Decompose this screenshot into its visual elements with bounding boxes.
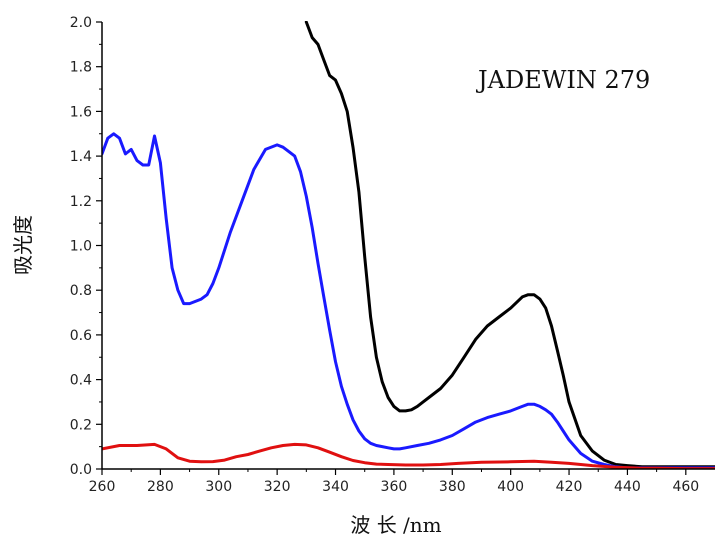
y-tick-label: 0.4 xyxy=(70,373,92,389)
series-line-2 xyxy=(102,132,715,469)
y-tick-label: 2.0 xyxy=(70,15,92,31)
series-line-1 xyxy=(304,21,715,469)
x-tick-label: 340 xyxy=(322,479,349,495)
y-tick-label: 1.8 xyxy=(70,60,92,76)
x-tick-label: 440 xyxy=(614,479,641,495)
y-tick-label: 1.0 xyxy=(70,239,92,255)
y-tick-label: 1.6 xyxy=(70,104,92,120)
y-axis-label: 吸光度 xyxy=(11,215,35,275)
x-tick-label: 320 xyxy=(264,479,291,495)
chart-annotation: JADEWIN 279 xyxy=(475,66,650,94)
x-tick-label: 420 xyxy=(556,479,583,495)
y-tick-label: 0.6 xyxy=(70,328,92,344)
axes-layer: 260 280 300 320 340 360 380 400 420 440 460 0.0 0.2 0… xyxy=(70,15,715,495)
x-tick-label: 300 xyxy=(205,479,232,495)
y-tick-label: 0.8 xyxy=(70,283,92,299)
x-tick-label: 380 xyxy=(439,479,466,495)
x-tick-label: 260 xyxy=(89,479,116,495)
x-tick-label: 460 xyxy=(672,479,699,495)
y-tick-label: 1.2 xyxy=(70,194,92,210)
y-tick-label: 0.2 xyxy=(70,417,92,433)
x-tick-label: 400 xyxy=(497,479,524,495)
y-tick-label: 0.0 xyxy=(70,462,92,478)
x-tick-label: 360 xyxy=(381,479,408,495)
series-layer xyxy=(102,21,715,469)
series-line-3 xyxy=(102,442,715,469)
x-axis-label: 波 长 /nm xyxy=(350,513,441,537)
x-tick-label: 280 xyxy=(147,479,174,495)
y-tick-label: 1.4 xyxy=(70,149,92,165)
